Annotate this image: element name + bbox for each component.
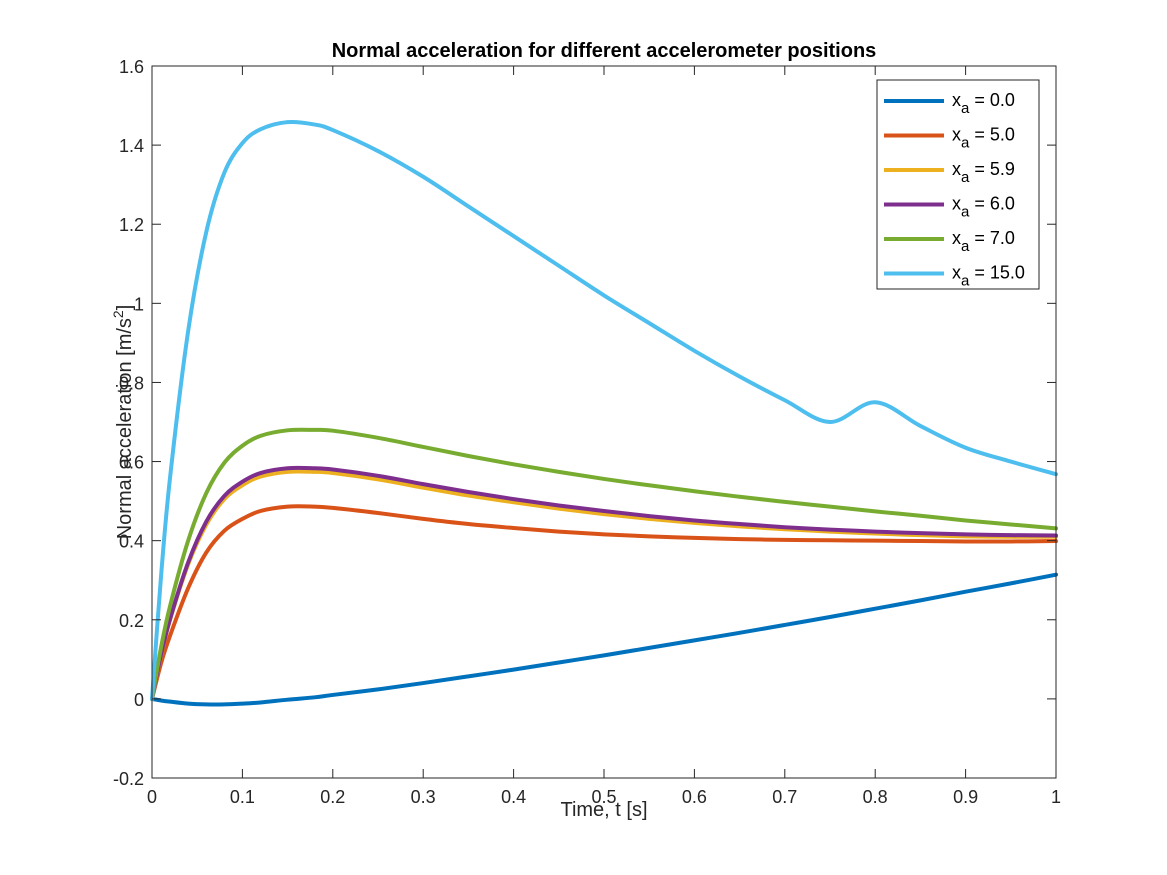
legend-label-subscript: a (961, 273, 970, 290)
y-tick-label: 0.2 (119, 611, 144, 631)
legend-label-value: = 5.9 (969, 159, 1015, 179)
y-tick-label: 0 (134, 690, 144, 710)
y-tick-label: 1 (134, 294, 144, 314)
x-tick-label: 0 (147, 787, 157, 807)
x-tick-label: 0.8 (863, 787, 888, 807)
legend-label-value: = 0.0 (969, 90, 1015, 110)
legend-label-base: x (952, 263, 961, 283)
legend-label-value: = 5.0 (969, 125, 1015, 145)
series-line-5 (150, 119, 1058, 701)
legend-label-base: x (952, 159, 961, 179)
legend-box (876, 79, 1040, 290)
series-layer (150, 119, 1058, 707)
legend-label-base: x (952, 194, 961, 214)
legend-entries: xa = 0.0xa = 5.0xa = 5.9xa = 6.0xa = 7.0… (884, 90, 1025, 290)
legend-label-2: xa = 5.9 (952, 159, 1015, 186)
series-line-0 (150, 572, 1058, 707)
x-tick-label: 0.6 (682, 787, 707, 807)
y-axis-label-superscript: 2 (110, 310, 126, 318)
y-tick-label: 1.2 (119, 215, 144, 235)
x-tick-label: 0.5 (591, 787, 616, 807)
legend-label-subscript: a (961, 169, 970, 186)
tick-layer: 0 0.1 0.2 0.3 0.4 0.5 0.6 0.7 0.8 0.9 1-0.200.20.4… (113, 57, 1061, 807)
series-line-3 (150, 465, 1058, 701)
legend-label-5: xa = 15.0 (952, 263, 1025, 290)
x-tick-label: 0.2 (320, 787, 345, 807)
series-line-4 (150, 427, 1058, 701)
legend-label-base: x (952, 125, 961, 145)
x-tick-label: 0.7 (772, 787, 797, 807)
y-axis-label: Normal acceleration [m/s2] (110, 305, 136, 540)
legend-label-value: = 15.0 (969, 263, 1025, 283)
y-tick-label: 0.8 (119, 373, 144, 393)
y-tick-label: -0.2 (113, 769, 144, 789)
legend-label-value: = 6.0 (969, 194, 1015, 214)
x-tick-label: 1 (1051, 787, 1061, 807)
legend-label-subscript: a (961, 135, 970, 152)
x-tick-label: 0.9 (953, 787, 978, 807)
x-tick-label: 0.4 (501, 787, 526, 807)
y-tick-label: 0.4 (119, 532, 144, 552)
legend-label-base: x (952, 228, 961, 248)
legend-label-value: = 7.0 (969, 228, 1015, 248)
legend-label-4: xa = 7.0 (952, 228, 1015, 255)
x-tick-label: 0.3 (411, 787, 436, 807)
legend-label-3: xa = 6.0 (952, 194, 1015, 221)
y-tick-label: 1.6 (119, 57, 144, 77)
legend-label-subscript: a (961, 238, 970, 255)
y-axis-label-main: Normal acceleration [m/s (114, 318, 136, 539)
x-axis-label: Time, t [s] (560, 799, 647, 821)
y-tick-label: 0.6 (119, 453, 144, 473)
legend-label-subscript: a (961, 204, 970, 221)
legend-label-1: xa = 5.0 (952, 125, 1015, 152)
series-line-1 (150, 504, 1058, 701)
legend-label-subscript: a (961, 100, 970, 117)
y-axis-label-tail: ] (114, 305, 136, 311)
legend-label-0: xa = 0.0 (952, 90, 1015, 117)
x-tick-label: 0.1 (230, 787, 255, 807)
y-tick-label: 1.4 (119, 136, 144, 156)
legend-label-base: x (952, 90, 961, 110)
legend: xa = 0.0xa = 5.0xa = 5.9xa = 6.0xa = 7.0… (876, 79, 1040, 290)
chart-title: Normal acceleration for different accele… (332, 40, 877, 62)
